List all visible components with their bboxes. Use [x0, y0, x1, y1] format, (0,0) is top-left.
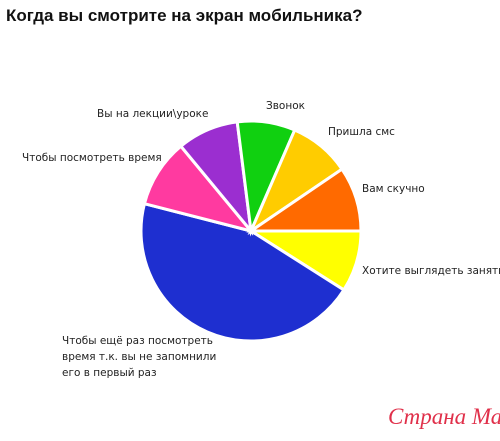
pie-slice: [139, 201, 346, 343]
slice-label: Вы на лекции\уроке: [97, 108, 209, 120]
slice-label: Звонок: [266, 100, 305, 112]
slice-label: Чтобы посмотреть время: [22, 152, 162, 164]
slice-label: Пришла смс: [328, 126, 395, 138]
slice-label: Хотите выглядеть занятым: [362, 265, 500, 277]
slice-label: Вам скучно: [362, 183, 425, 195]
slice-label: Чтобы ещё раз посмотреть время т.к. вы н…: [62, 335, 217, 379]
watermark: Страна Мам: [388, 404, 500, 429]
pie-slice: [246, 167, 363, 233]
chart-title: Когда вы смотрите на экран мобильника?: [6, 6, 363, 25]
